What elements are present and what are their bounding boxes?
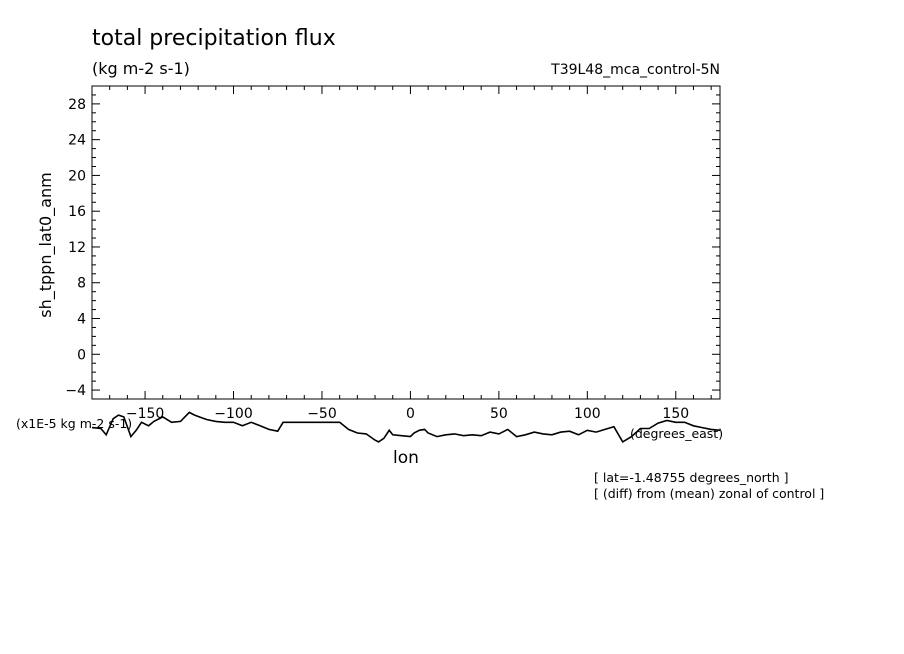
x-tick-label: −150 [126,406,164,422]
axis-ticks [92,85,720,400]
y-tick-label: 24 [68,133,86,149]
run-label: T39L48_mca_control-5N [550,62,720,78]
x-tick-label: 50 [490,406,508,422]
y-tick-label: 8 [77,276,86,292]
y-tick-label: 28 [68,97,86,113]
y-scale-note: (x1E-5 kg m-2 s-1) [16,416,132,431]
y-tick-label: 16 [68,204,86,220]
tick-labels: −150 −100 −50 0 50 100 150 −4 0 4 8 12 16 20 24 28 [65,97,689,422]
y-tick-label: 0 [77,347,86,363]
y-tick-label: 12 [68,240,86,256]
x-tick-label: 150 [662,406,689,422]
y-axis-label: sh_tppn_lat0_anm [36,172,56,317]
x-axis-units: (degrees_east) [630,426,723,441]
x-tick-label: 0 [406,406,415,422]
annotation-lat: [ lat=-1.48755 degrees_north ] [594,470,788,485]
annotation-diff: [ (diff) from (mean) zonal of control ] [594,486,824,501]
chart-title: total precipitation flux [92,26,336,51]
plot-frame [91,85,721,400]
y-tick-label: −4 [65,383,86,399]
units-label: (kg m-2 s-1) [92,59,190,78]
series-line [91,411,721,444]
y-tick-label: 4 [77,312,86,328]
x-axis-label: lon [393,448,419,468]
x-tick-label: 100 [574,406,601,422]
y-tick-label: 20 [68,168,86,184]
x-tick-label: −50 [307,406,337,422]
x-tick-label: −100 [214,406,252,422]
